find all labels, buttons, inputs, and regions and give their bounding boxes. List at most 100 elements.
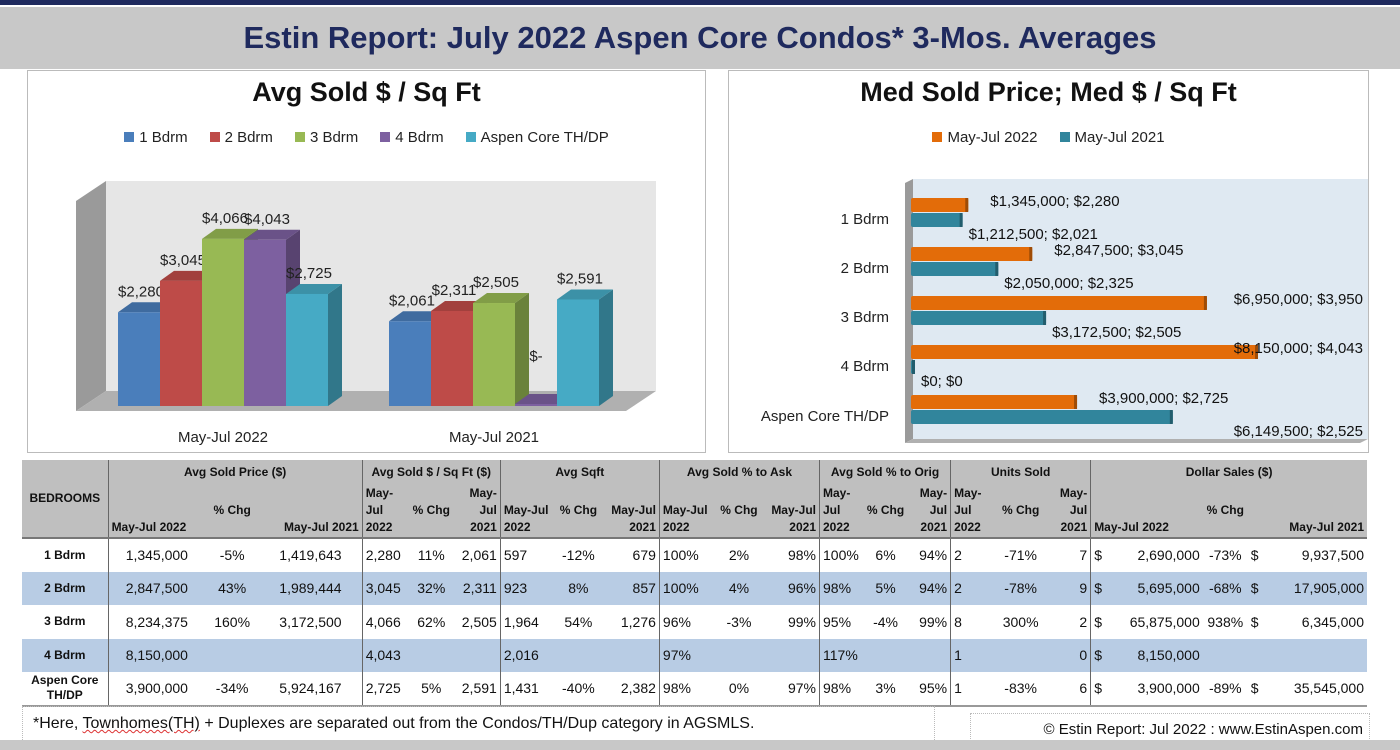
x-tick-label: May-Jul 2022 xyxy=(178,429,268,446)
data-label: $3,172,500; $2,505 xyxy=(1052,324,1181,341)
bar-3-bdrm xyxy=(202,238,244,406)
bar-top xyxy=(244,229,300,240)
table-row: 3 Bdrm 8,234,375 160% 3,172,500 4,066 62% 2,50… xyxy=(22,605,1367,639)
table-cell: 6% xyxy=(863,537,908,572)
bar-2-bdrm xyxy=(160,280,202,406)
amount: 5,695,000 xyxy=(1137,580,1200,597)
table-cell xyxy=(765,638,820,672)
table-cell: 32% xyxy=(408,571,455,605)
bar-may-jul-2022 xyxy=(911,296,1207,310)
legend-item: 2 Bdrm xyxy=(209,129,273,146)
legend-item: 3 Bdrm xyxy=(294,129,358,146)
table-cell: 4,043 xyxy=(361,638,409,672)
bar-may-jul-2021 xyxy=(911,213,963,227)
bottom-bar xyxy=(0,740,1400,750)
bar-may-jul-2022 xyxy=(911,198,969,212)
legend-item: May-Jul 2022 xyxy=(932,129,1038,146)
currency-symbol: $ xyxy=(1250,680,1259,697)
table-cell: 95% xyxy=(907,672,951,707)
table-cell: 2 xyxy=(950,571,996,605)
table-cell: 4% xyxy=(712,571,766,605)
sub-header: % Chg xyxy=(408,484,455,538)
y-tick-label: Aspen Core TH/DP xyxy=(761,408,889,425)
table-cell: 96% xyxy=(765,571,820,605)
currency-symbol: $ xyxy=(1094,547,1102,564)
amount: 35,545,000 xyxy=(1293,680,1364,697)
floor xyxy=(905,439,1368,443)
bar-end xyxy=(965,198,969,212)
table-cell: 9 xyxy=(1045,571,1091,605)
bar-may-jul-2022 xyxy=(911,247,1033,261)
table-cell: 8% xyxy=(552,571,605,605)
sub-header: May-Jul 2022 xyxy=(499,484,553,538)
currency-symbol: $ xyxy=(1250,613,1259,630)
group-header: Avg Sold $ / Sq Ft ($) xyxy=(361,460,501,484)
sub-header: May-Jul 2021 xyxy=(604,484,660,538)
amount: 3,900,000 xyxy=(1137,680,1200,697)
legend-label: 2 Bdrm xyxy=(224,129,273,146)
legend-swatch xyxy=(465,132,476,142)
table-cell: -83% xyxy=(995,672,1046,707)
data-label: $1,212,500; $2,021 xyxy=(969,226,1098,243)
legend-label: May-Jul 2021 xyxy=(1074,129,1165,146)
bar-end xyxy=(1043,311,1047,325)
data-label: $2,725 xyxy=(286,265,332,282)
table-cell xyxy=(454,638,501,672)
bar-aspen-core-th-dp xyxy=(557,299,599,406)
currency-symbol: $ xyxy=(1094,647,1102,664)
table-cell: 96% xyxy=(658,605,713,639)
table-cell: 62% xyxy=(417,613,446,630)
legend-swatch xyxy=(209,132,220,142)
table-cell: -73% xyxy=(1202,537,1248,572)
table-cell: 3,172,500 xyxy=(279,613,342,630)
amount: 8,150,000 xyxy=(1137,647,1200,664)
table-cell: 7 xyxy=(1045,537,1091,572)
bar-3-bdrm xyxy=(473,303,515,406)
table-cell: -68% xyxy=(1202,571,1248,605)
data-label: $- xyxy=(529,348,542,365)
table-cell: 5% xyxy=(863,571,908,605)
table-cell: 97% xyxy=(765,672,820,707)
amount: 17,905,000 xyxy=(1293,580,1364,597)
table-cell: $3,900,000 xyxy=(1090,672,1203,707)
table-cell: 43% xyxy=(205,571,260,605)
bar-end xyxy=(959,213,963,227)
table-cell: 98% xyxy=(818,571,864,605)
data-label: $2,847,500; $3,045 xyxy=(1054,242,1183,259)
bedrooms-header: BEDROOMS xyxy=(22,460,109,538)
bar-may-jul-2022 xyxy=(911,395,1078,409)
table-cell: 94% xyxy=(907,571,951,605)
table-cell: 1,964 xyxy=(499,605,553,639)
table-row: 2 Bdrm 2,847,500 43% 1,989,444 3,045 32% 2,311… xyxy=(22,571,1367,605)
sub-header: May-Jul 2021 xyxy=(1247,484,1367,538)
table-cell: 94% xyxy=(907,537,951,572)
side-wall xyxy=(905,179,913,443)
table-cell: 2,016 xyxy=(499,638,553,672)
legend-item: Aspen Core TH/DP xyxy=(465,129,609,146)
footnote-text: *Here, xyxy=(33,715,83,732)
table-cell: 857 xyxy=(604,571,660,605)
table-cell xyxy=(863,638,908,672)
table-cell: 99% xyxy=(919,613,948,630)
table-cell: 938% xyxy=(1207,613,1244,630)
group-header: Dollar Sales ($) xyxy=(1090,460,1367,484)
amount: 65,875,000 xyxy=(1129,613,1200,630)
data-label: $2,505 xyxy=(473,274,519,291)
sub-header: May- Jul 2021 xyxy=(907,484,951,538)
table-cell: 4,066 xyxy=(361,605,409,639)
table-cell: $6,345,000 xyxy=(1248,605,1367,639)
table-cell: -89% xyxy=(1202,672,1248,707)
table-cell: 117% xyxy=(818,638,864,672)
table-cell: $35,545,000 xyxy=(1247,672,1367,707)
legend-item: 1 Bdrm xyxy=(124,129,188,146)
table-cell: 679 xyxy=(604,537,660,572)
data-label: $1,345,000; $2,280 xyxy=(990,193,1119,210)
table-cell: -71% xyxy=(995,537,1046,572)
table-cell: $5,695,000 xyxy=(1090,571,1203,605)
table-cell: 1 xyxy=(950,638,996,672)
sub-header: May-Jul 2021 xyxy=(765,484,820,538)
sub-header: % Chg xyxy=(995,484,1046,538)
table-cell: 2,280 xyxy=(361,537,409,572)
currency-symbol: $ xyxy=(1250,580,1259,597)
table-cell xyxy=(907,638,951,672)
